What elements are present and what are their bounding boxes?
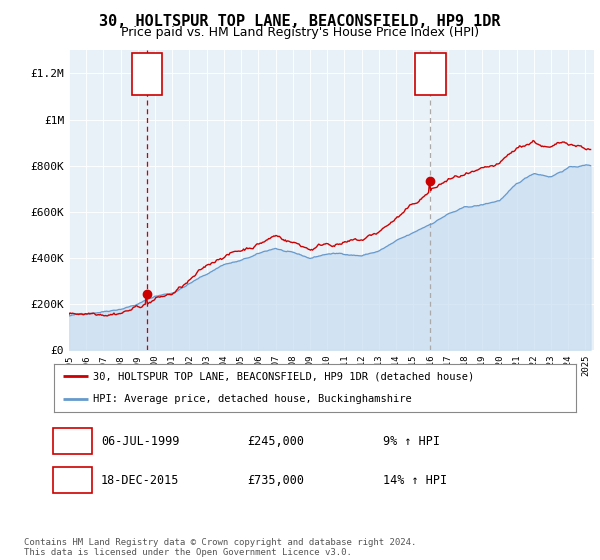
FancyBboxPatch shape (132, 53, 163, 95)
Text: 30, HOLTSPUR TOP LANE, BEACONSFIELD, HP9 1DR: 30, HOLTSPUR TOP LANE, BEACONSFIELD, HP9… (99, 14, 501, 29)
Text: Contains HM Land Registry data © Crown copyright and database right 2024.
This d: Contains HM Land Registry data © Crown c… (24, 538, 416, 557)
Text: 2: 2 (427, 69, 433, 79)
FancyBboxPatch shape (415, 53, 446, 95)
FancyBboxPatch shape (53, 428, 92, 454)
Text: 1: 1 (69, 436, 76, 446)
Text: 18-DEC-2015: 18-DEC-2015 (101, 474, 179, 487)
FancyBboxPatch shape (53, 467, 92, 493)
Text: 1: 1 (143, 69, 150, 79)
Text: 9% ↑ HPI: 9% ↑ HPI (383, 435, 440, 447)
Text: 06-JUL-1999: 06-JUL-1999 (101, 435, 179, 447)
Text: £735,000: £735,000 (247, 474, 304, 487)
Text: HPI: Average price, detached house, Buckinghamshire: HPI: Average price, detached house, Buck… (93, 394, 412, 404)
Text: 2: 2 (69, 475, 76, 485)
Text: £245,000: £245,000 (247, 435, 304, 447)
Text: 14% ↑ HPI: 14% ↑ HPI (383, 474, 447, 487)
Text: Price paid vs. HM Land Registry's House Price Index (HPI): Price paid vs. HM Land Registry's House … (121, 26, 479, 39)
Text: 30, HOLTSPUR TOP LANE, BEACONSFIELD, HP9 1DR (detached house): 30, HOLTSPUR TOP LANE, BEACONSFIELD, HP9… (93, 371, 475, 381)
